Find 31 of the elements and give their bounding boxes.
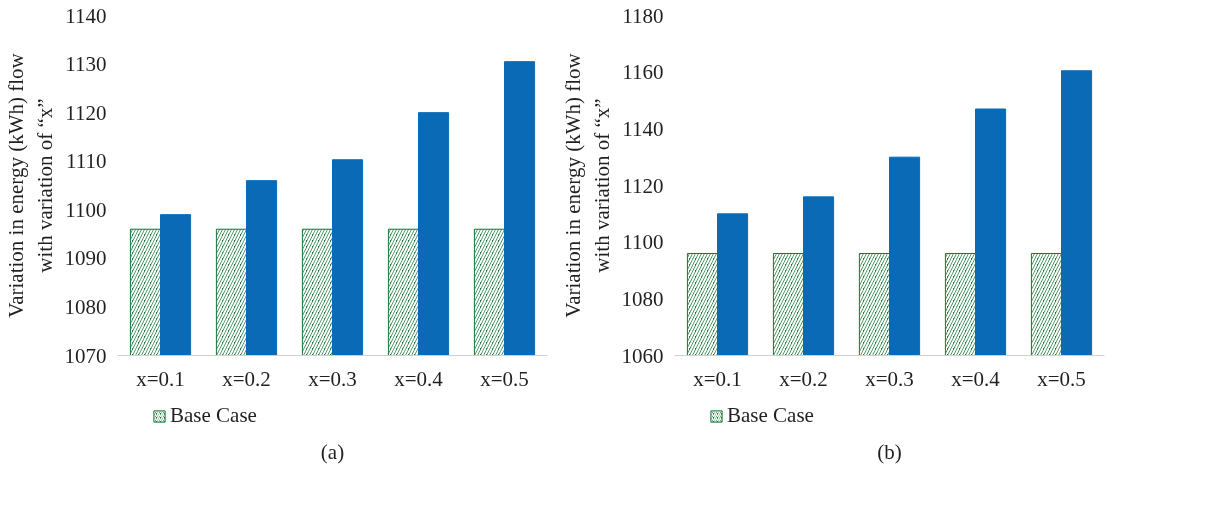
text: (a) [320, 440, 345, 464]
y-tick-label: 1070 [64, 343, 107, 368]
x-tick-label: x=0.5 [480, 366, 529, 391]
x-tick-label: x=0.4 [394, 366, 444, 391]
y-tick-label: 1080 [621, 286, 664, 311]
text: (b) [877, 440, 902, 464]
x-tick-label: x=0.1 [136, 366, 185, 391]
y-axis-title: Variation in energy (kWh) flow with variation of “x” [560, 52, 614, 318]
y-tick-label: 1100 [622, 230, 664, 255]
y-tick-label: 1160 [622, 60, 664, 85]
y-tick-label: 1140 [65, 3, 107, 28]
x-tick-label: x=0.2 [222, 366, 271, 391]
x-tick-label: x=0.1 [693, 366, 742, 391]
y-tick-label: 1120 [622, 173, 664, 198]
y-tick-label: 1100 [65, 197, 107, 222]
y-tick-label: 1080 [64, 294, 107, 319]
legend-label: Base Case [727, 403, 814, 428]
y-tick-label: 1140 [622, 116, 664, 141]
y-tick-label: 1060 [621, 343, 664, 368]
legend-label: Base Case [170, 403, 257, 428]
y-tick-label: 1120 [65, 100, 107, 125]
x-tick-label: x=0.2 [779, 366, 828, 391]
x-tick-label: x=0.3 [865, 366, 914, 391]
y-tick-label: 1110 [66, 149, 107, 174]
y-axis-title: Variation in energy (kWh) flow with variation of “x” [3, 52, 57, 318]
x-tick-label: x=0.4 [951, 366, 1001, 391]
y-tick-label: 1090 [64, 246, 107, 271]
x-tick-label: x=0.5 [1037, 366, 1086, 391]
y-tick-label: 1130 [65, 52, 107, 77]
x-tick-label: x=0.3 [308, 366, 357, 391]
y-tick-label: 1180 [622, 3, 664, 28]
